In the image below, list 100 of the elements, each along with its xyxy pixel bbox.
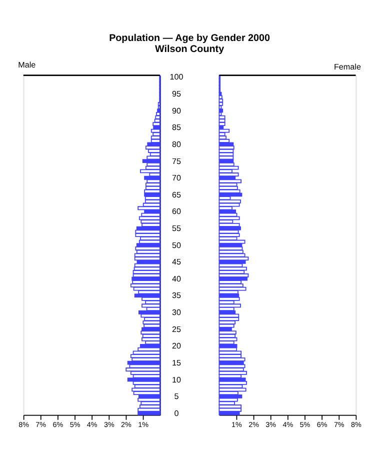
bar	[218, 149, 234, 153]
bar	[218, 294, 240, 298]
bar	[218, 115, 226, 120]
y-tick-label: 90	[172, 106, 182, 116]
bar	[218, 246, 243, 250]
bar	[129, 364, 160, 368]
bar	[218, 364, 246, 368]
bar	[136, 243, 160, 248]
bar	[218, 108, 224, 113]
bar	[218, 243, 242, 248]
bar	[218, 182, 238, 187]
bar	[218, 192, 242, 197]
y-tick-label: 65	[172, 190, 182, 200]
bar	[132, 270, 160, 274]
y-tick-label: 75	[172, 156, 182, 166]
y-tick-label: 85	[172, 123, 182, 132]
bar	[152, 122, 160, 126]
bar	[141, 212, 160, 217]
bar	[142, 159, 160, 164]
bar	[133, 391, 160, 396]
bar	[142, 327, 160, 332]
bar	[218, 102, 224, 106]
bar	[138, 408, 160, 412]
bar	[218, 98, 224, 103]
bar	[218, 354, 242, 358]
bar	[218, 132, 226, 136]
bar	[157, 108, 160, 113]
bar	[218, 212, 238, 217]
bar	[218, 233, 240, 237]
bar	[148, 149, 160, 153]
bar	[218, 199, 241, 204]
bar	[218, 310, 236, 314]
bar	[134, 256, 160, 261]
bar	[218, 270, 245, 274]
bar	[144, 199, 160, 204]
y-tick-label: 50	[172, 240, 182, 250]
bar	[150, 138, 160, 143]
bar	[140, 220, 160, 224]
bar	[218, 296, 240, 301]
bar	[139, 404, 160, 408]
text: Wilson County	[155, 44, 225, 55]
bar	[132, 350, 160, 355]
bar	[218, 404, 242, 408]
bar	[218, 334, 236, 338]
bar	[140, 401, 160, 406]
y-tick-label: 0	[174, 408, 180, 418]
y-tick-label: 70	[172, 174, 182, 183]
bar	[218, 340, 234, 345]
bar	[218, 370, 247, 375]
bar	[142, 304, 160, 308]
bar	[138, 310, 160, 314]
y-tick-label: 80	[172, 140, 182, 149]
y-tick-label: 60	[172, 207, 182, 216]
bar	[218, 138, 230, 143]
bar	[218, 381, 247, 385]
bar	[218, 112, 222, 116]
bar	[146, 162, 160, 166]
bar	[218, 350, 242, 355]
text: Male	[18, 60, 36, 70]
bar	[146, 156, 160, 160]
bar	[144, 176, 160, 180]
bar	[135, 233, 160, 237]
bar	[138, 206, 160, 210]
bar	[132, 357, 160, 362]
bar	[144, 317, 160, 322]
bar	[218, 330, 236, 334]
bar	[138, 411, 160, 416]
y-tick-label: 45	[172, 258, 182, 267]
y-tick-label: 55	[172, 224, 182, 234]
y-tick-label: 30	[172, 308, 182, 318]
bar	[218, 186, 238, 190]
bar	[156, 112, 160, 116]
bar	[135, 230, 160, 234]
bar	[140, 344, 160, 348]
bar	[145, 182, 160, 187]
bar	[218, 284, 244, 288]
bar	[218, 408, 242, 412]
y-tick-label: 40	[172, 274, 182, 284]
bar	[218, 411, 240, 416]
bar	[218, 95, 222, 100]
bar	[218, 317, 240, 322]
bar	[218, 146, 234, 150]
bar	[152, 132, 160, 136]
y-tick-label: 25	[172, 324, 182, 334]
bar	[218, 159, 234, 164]
bar	[218, 357, 246, 362]
bar	[155, 115, 160, 120]
bar	[218, 388, 246, 392]
bar	[145, 146, 160, 150]
bar	[134, 294, 160, 298]
y-tick-label: 95	[172, 90, 182, 99]
bar	[218, 156, 234, 160]
bar	[218, 172, 239, 176]
bar	[218, 394, 242, 398]
bar	[153, 125, 160, 130]
bar	[218, 266, 247, 271]
bar	[130, 354, 160, 358]
text: Female	[334, 62, 362, 72]
bar	[132, 388, 160, 392]
y-tick-label: 20	[172, 342, 182, 351]
